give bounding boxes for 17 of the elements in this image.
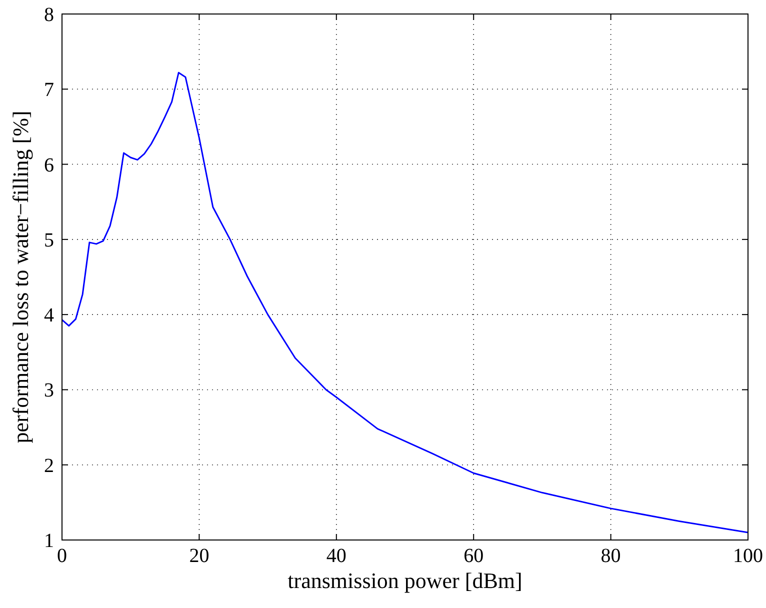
x-tick-label: 60 bbox=[464, 545, 484, 567]
x-tick-label: 100 bbox=[733, 545, 763, 567]
y-tick-label: 6 bbox=[44, 154, 54, 176]
y-tick-label: 2 bbox=[44, 454, 54, 477]
y-tick-label: 5 bbox=[44, 229, 54, 252]
y-tick-label: 7 bbox=[44, 79, 54, 102]
x-tick-label: 40 bbox=[326, 545, 346, 567]
x-tick-label: 80 bbox=[600, 545, 621, 567]
x-axis-title: transmission power [dBm] bbox=[288, 568, 522, 593]
x-tick-label: 0 bbox=[57, 545, 67, 567]
y-tick-label: 1 bbox=[44, 530, 54, 552]
y-tick-label: 4 bbox=[44, 304, 54, 327]
y-tick-label: 3 bbox=[44, 380, 54, 402]
y-tick-label: 8 bbox=[44, 4, 54, 26]
x-tick-label: 20 bbox=[189, 545, 210, 567]
y-axis-title: performance loss to water−filling [%] bbox=[8, 110, 33, 444]
line-series bbox=[61, 72, 749, 534]
